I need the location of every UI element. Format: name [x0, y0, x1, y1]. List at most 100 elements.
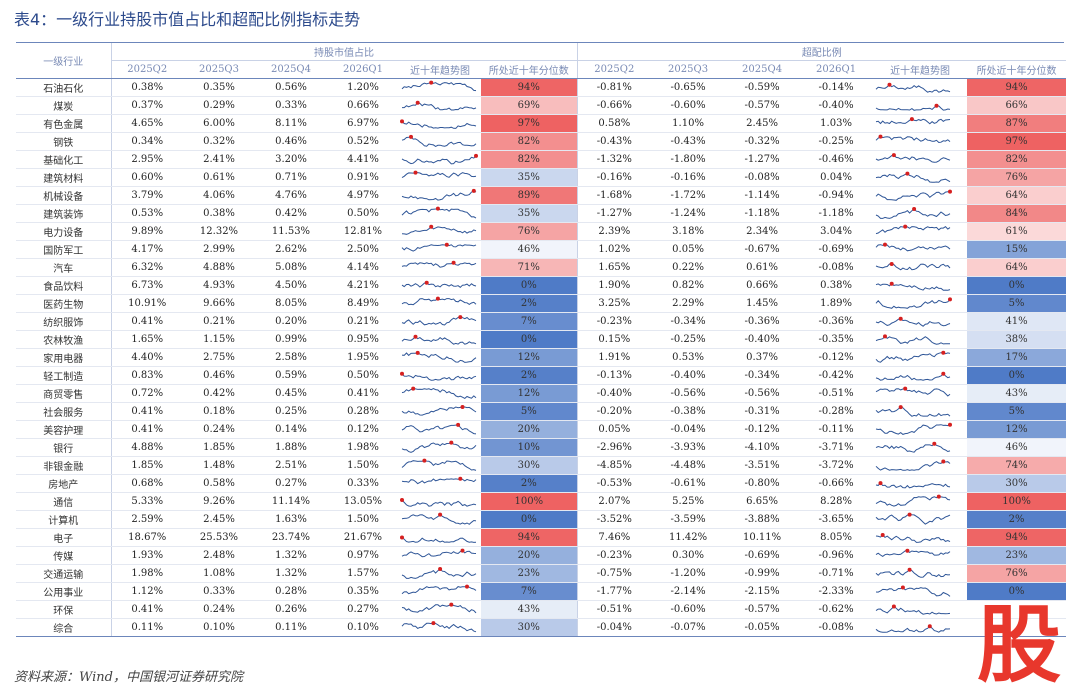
overweight-value: 8.28%	[799, 492, 874, 511]
overweight-trend-sparkline	[873, 294, 968, 313]
table-row: 房地产 0.68% 0.58% 0.27% 0.33% 2% -0.53% -0.61% -0.…	[16, 474, 1067, 493]
overweight-value: -3.52%	[576, 510, 652, 529]
overweight-value: 10.11%	[725, 528, 800, 547]
overweight-value: -0.07%	[651, 618, 726, 637]
share-value: 1.15%	[183, 330, 255, 349]
share-value: 0.25%	[255, 402, 327, 421]
overweight-value: -0.43%	[576, 132, 652, 151]
header-overweight-group: 超配比例	[576, 43, 1067, 61]
overweight-value: -0.67%	[725, 240, 800, 259]
overweight-value: 3.18%	[651, 222, 726, 241]
overweight-value: 0.04%	[799, 168, 874, 187]
share-percentile: 7%	[481, 582, 578, 601]
share-value: 0.56%	[255, 78, 327, 97]
overweight-trend-sparkline	[873, 132, 968, 151]
industry-name: 国防军工	[16, 240, 111, 259]
share-value: 0.33%	[183, 582, 255, 601]
source-note: 资料来源：Wind，中国银河证券研究院	[14, 670, 243, 685]
overweight-value: 2.29%	[651, 294, 726, 313]
overweight-value: 1.65%	[576, 258, 652, 277]
overweight-value: 0.05%	[576, 420, 652, 439]
overweight-value: -4.10%	[725, 438, 800, 457]
industry-name: 非银金融	[16, 456, 111, 475]
overweight-value: -0.66%	[576, 96, 652, 115]
share-value: 2.95%	[110, 150, 183, 169]
table-row: 电力设备 9.89% 12.32% 11.53% 12.81% 76% 2.39% 3.18%…	[16, 222, 1067, 241]
overweight-value: -0.31%	[725, 402, 800, 421]
overweight-value: 0.66%	[725, 276, 800, 295]
table-row: 交通运输 1.98% 1.08% 1.32% 1.57% 23% -0.75% -1.20% -…	[16, 564, 1067, 583]
overweight-value: -0.62%	[799, 600, 874, 619]
share-trend-sparkline	[399, 618, 481, 637]
share-value: 18.67%	[110, 528, 183, 547]
industry-name: 基础化工	[16, 150, 111, 169]
share-value: 8.11%	[255, 114, 327, 133]
share-value: 4.65%	[110, 114, 183, 133]
share-value: 0.20%	[255, 312, 327, 331]
overweight-value: -0.66%	[799, 474, 874, 493]
overweight-value: 0.05%	[651, 240, 726, 259]
overweight-percentile: 64%	[967, 186, 1067, 205]
overweight-percentile: 84%	[967, 204, 1067, 223]
share-value: 12.32%	[183, 222, 255, 241]
share-trend-sparkline	[399, 114, 481, 133]
share-percentile: 20%	[481, 546, 578, 565]
share-trend-sparkline	[399, 222, 481, 241]
share-value: 0.60%	[110, 168, 183, 187]
overweight-value: -3.88%	[725, 510, 800, 529]
share-value: 8.05%	[255, 294, 327, 313]
table-row: 石油石化 0.38% 0.35% 0.56% 1.20% 94% -0.81% -0.65% -…	[16, 78, 1067, 97]
overweight-value: 1.90%	[576, 276, 652, 295]
table-row: 家用电器 4.40% 2.75% 2.58% 1.95% 12% 1.91% 0.53% 0.3…	[16, 348, 1067, 367]
overweight-value: 3.25%	[576, 294, 652, 313]
header-q3: 2025Q4	[725, 60, 800, 79]
overweight-trend-sparkline	[873, 186, 968, 205]
industry-name: 公用事业	[16, 582, 111, 601]
overweight-value: -3.65%	[799, 510, 874, 529]
overweight-value: -0.12%	[799, 348, 874, 367]
share-percentile: 12%	[481, 384, 578, 403]
overweight-value: -0.23%	[576, 546, 652, 565]
share-value: 11.14%	[255, 492, 327, 511]
share-value: 0.97%	[327, 546, 399, 565]
share-value: 9.89%	[110, 222, 183, 241]
share-percentile: 97%	[481, 114, 578, 133]
share-value: 1.50%	[327, 456, 399, 475]
share-trend-sparkline	[399, 420, 481, 439]
share-value: 12.81%	[327, 222, 399, 241]
share-value: 4.50%	[255, 276, 327, 295]
overweight-percentile: 97%	[967, 132, 1067, 151]
overweight-value: 2.45%	[725, 114, 800, 133]
overweight-value: -0.59%	[725, 78, 800, 97]
share-value: 2.59%	[110, 510, 183, 529]
share-value: 0.37%	[110, 96, 183, 115]
share-value: 0.91%	[327, 168, 399, 187]
overweight-percentile: 76%	[967, 168, 1067, 187]
industry-table: 一级行业 持股市值占比 超配比例 2025Q2 2025Q3 2025Q4 20…	[16, 43, 1067, 637]
overweight-value: -0.14%	[799, 78, 874, 97]
table-row: 基础化工 2.95% 2.41% 3.20% 4.41% 82% -1.32% -1.80% -…	[16, 150, 1067, 169]
share-value: 8.49%	[327, 294, 399, 313]
share-value: 2.62%	[255, 240, 327, 259]
overweight-value: -0.61%	[651, 474, 726, 493]
share-value: 0.24%	[183, 600, 255, 619]
overweight-trend-sparkline	[873, 510, 968, 529]
industry-name: 石油石化	[16, 78, 111, 97]
overweight-value: 11.42%	[651, 528, 726, 547]
share-value: 4.88%	[110, 438, 183, 457]
overweight-percentile: 15%	[967, 240, 1067, 259]
overweight-value: -2.96%	[576, 438, 652, 457]
share-value: 2.51%	[255, 456, 327, 475]
overweight-trend-sparkline	[873, 222, 968, 241]
share-percentile: 2%	[481, 366, 578, 385]
share-trend-sparkline	[399, 474, 481, 493]
industry-name: 商贸零售	[16, 384, 111, 403]
share-value: 1.98%	[327, 438, 399, 457]
overweight-percentile: 64%	[967, 258, 1067, 277]
share-value: 0.29%	[183, 96, 255, 115]
share-value: 1.85%	[183, 438, 255, 457]
overweight-trend-sparkline	[873, 78, 968, 97]
logo-glyph: 股	[977, 598, 1061, 688]
overweight-percentile: 0%	[967, 582, 1067, 601]
share-percentile: 82%	[481, 132, 578, 151]
